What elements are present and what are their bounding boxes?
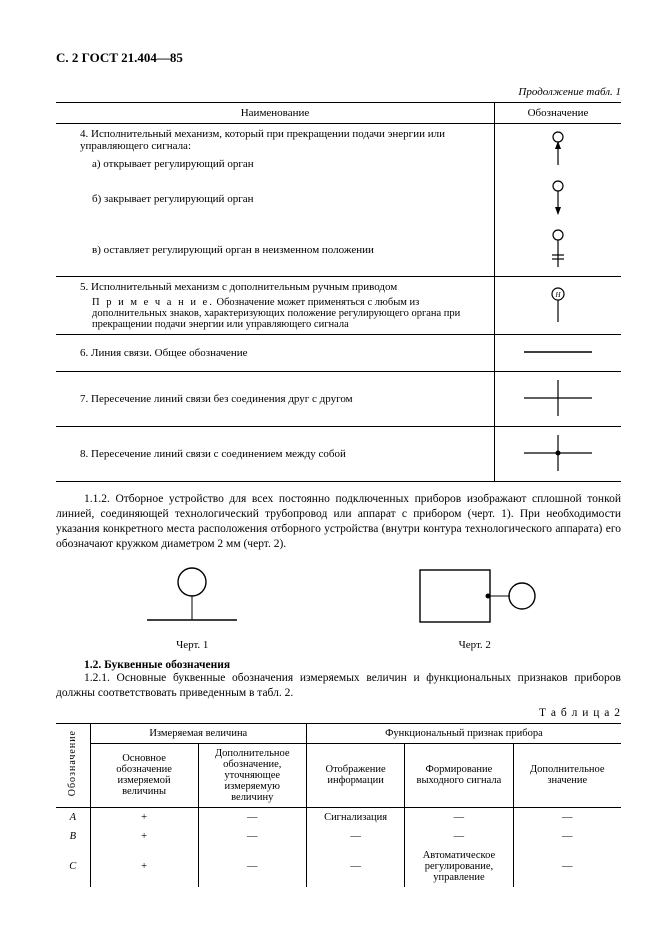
t1-r4b-text: б) закрывает регулирующий орган: [62, 193, 488, 205]
t2-r2-c4: Автоматическое регулирование, управление: [405, 846, 513, 887]
para-1-1-2-text: 1.1.2. Отборное устройство для всех пост…: [56, 493, 621, 550]
continuation-label: Продолжение табл. 1: [56, 86, 621, 98]
t1-r6: 6. Линия связи. Общее обозначение: [56, 335, 495, 372]
t2-r0-c5: —: [513, 807, 621, 827]
fig1-caption: Черт. 1: [127, 639, 257, 651]
para-1-2-1: 1.2.1. Основные буквенные обозначения из…: [56, 671, 621, 701]
actuator-close-icon: [538, 176, 578, 218]
t1-r4a-sym: [495, 124, 622, 175]
table-1: Наименование Обозначение 4. Исполнительн…: [56, 102, 621, 482]
fig1-icon: [127, 562, 257, 632]
figures-row: Черт. 1 Черт. 2: [56, 562, 621, 651]
figure-2: Черт. 2: [400, 562, 550, 651]
section-1-2-text: 1.2. Буквенные обозначения: [84, 659, 230, 671]
table-2-label: Т а б л и ц а 2: [56, 707, 621, 719]
t1-r7-sym: [495, 372, 622, 427]
table-row: A + — Сигнализация — —: [56, 807, 621, 827]
t2-r2-c5: —: [513, 846, 621, 887]
t1-head-name: Наименование: [56, 103, 495, 124]
t2-r1-c2: —: [198, 827, 306, 846]
figure-1: Черт. 1: [127, 562, 257, 651]
table-2: Обозначение Измеряемая величина Функцион…: [56, 723, 621, 887]
t1-r5-sym: H: [495, 277, 622, 335]
t1-head-sym: Обозначение: [495, 103, 622, 124]
t1-r7: 7. Пересечение линий связи без соединени…: [56, 372, 495, 427]
t2-r1-c3: —: [306, 827, 404, 846]
cross-connect-icon: [518, 431, 598, 475]
t1-r4c-text: в) оставляет регулирующий орган в неизме…: [62, 244, 488, 256]
t1-r5-text: 5. Исполнительный механизм с дополнитель…: [62, 281, 488, 293]
para-1-2-1-text: 1.2.1. Основные буквенные обозначения из…: [56, 672, 621, 699]
t1-r4a-text: а) открывает регулирующий орган: [62, 158, 488, 170]
fig2-caption: Черт. 2: [400, 639, 550, 651]
t2-r0-c1: +: [90, 807, 198, 827]
t2-r0-c4: —: [405, 807, 513, 827]
t1-r4-title: 4. Исполнительный механизм, который при …: [56, 124, 495, 175]
t2-h-disp: Отображение информации: [306, 743, 404, 807]
t2-r1-c1: +: [90, 827, 198, 846]
t2-r2-c1: +: [90, 846, 198, 887]
t1-r6-sym: [495, 335, 622, 372]
t2-h-func: Функциональный признак прибора: [306, 723, 621, 743]
t2-r1-c5: —: [513, 827, 621, 846]
t2-r0-l: A: [56, 807, 90, 827]
table-row: C + — — Автоматическое регулирование, уп…: [56, 846, 621, 887]
t1-r4b: б) закрывает регулирующий орган: [56, 174, 495, 223]
t2-r1-l: B: [56, 827, 90, 846]
t1-r5: 5. Исполнительный механизм с дополнитель…: [56, 277, 495, 335]
t2-r0-c3: Сигнализация: [306, 807, 404, 827]
t1-r5-note: П р и м е ч а н и е. Обозначение может п…: [62, 297, 488, 330]
t2-r2-l: C: [56, 846, 90, 887]
actuator-manual-icon: H: [538, 282, 578, 326]
section-1-2-title: 1.2. Буквенные обозначения: [56, 659, 621, 671]
t1-r8-sym: [495, 427, 622, 482]
t1-r4b-sym: [495, 174, 622, 223]
t1-r4-title-text: 4. Исполнительный механизм, который при …: [62, 128, 488, 152]
t2-h-oboz-text: Обозначение: [67, 730, 78, 796]
t2-h-extra: Дополнительное значение: [513, 743, 621, 807]
svg-text:H: H: [554, 291, 561, 299]
t1-r8: 8. Пересечение линий связи с соединением…: [56, 427, 495, 482]
table-row: B + — — — —: [56, 827, 621, 846]
t2-h-oboz: Обозначение: [56, 723, 90, 807]
t2-r1-c4: —: [405, 827, 513, 846]
note-label: П р и м е ч а н и е.: [92, 297, 214, 308]
t2-h-meas: Измеряемая величина: [90, 723, 306, 743]
page: С. 2 ГОСТ 21.404—85 Продолжение табл. 1 …: [0, 0, 661, 936]
para-1-1-2: 1.1.2. Отборное устройство для всех пост…: [56, 492, 621, 552]
fig2-icon: [400, 562, 550, 632]
line-icon: [518, 342, 598, 362]
page-header: С. 2 ГОСТ 21.404—85: [56, 50, 621, 66]
t2-h-out: Формирование выходного сигнала: [405, 743, 513, 807]
t2-r2-c2: —: [198, 846, 306, 887]
t2-h-add: Дополнительное обозначение, уточняющее и…: [198, 743, 306, 807]
t2-h-main: Основное обозначение измеряемой величины: [90, 743, 198, 807]
actuator-hold-icon: [538, 225, 578, 271]
t1-r4c: в) оставляет регулирующий орган в неизме…: [56, 223, 495, 277]
t2-r0-c2: —: [198, 807, 306, 827]
cross-noconnect-icon: [518, 376, 598, 420]
t1-r4c-sym: [495, 223, 622, 277]
actuator-open-icon: [538, 127, 578, 169]
t2-r2-c3: —: [306, 846, 404, 887]
